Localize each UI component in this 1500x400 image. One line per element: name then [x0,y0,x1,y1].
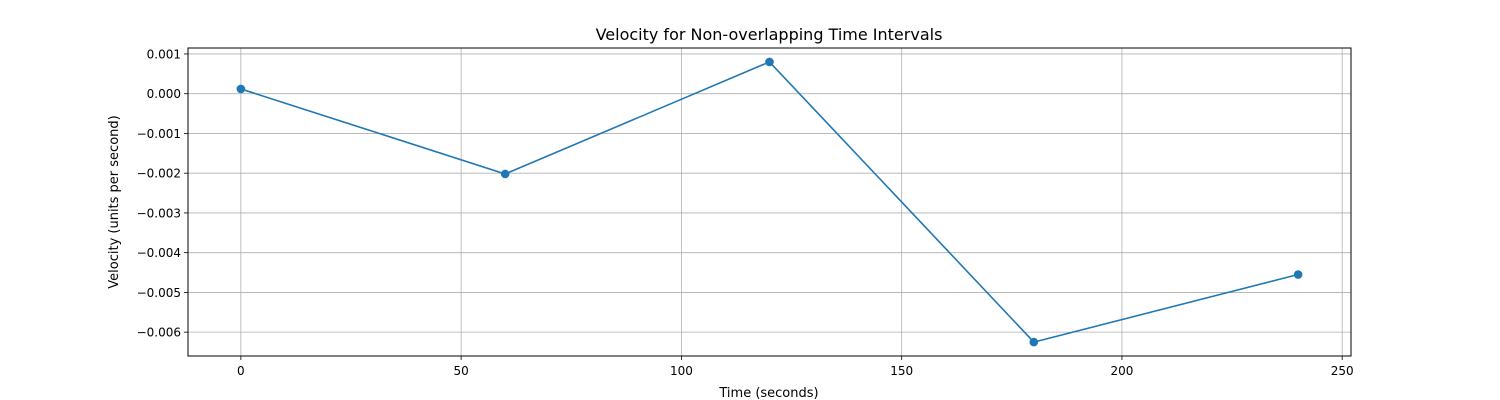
x-tick-label: 0 [237,364,245,378]
data-point [500,169,510,179]
y-tick-label: 0.001 [147,47,181,61]
y-axis-label: Velocity (units per second) [107,115,122,288]
data-point [765,57,774,67]
data-point [1293,270,1303,279]
series-layer [236,57,1303,347]
plot-frame [187,47,1352,357]
data-point [1029,337,1039,347]
ticks: 0 50 100 150 200 250 0.001 0.000 −0.001 −0.002 −0.… [137,47,1354,378]
y-tick-label: −0.002 [137,167,181,181]
series-line [240,60,1299,343]
x-tick-label: 200 [1110,364,1133,378]
y-tick-label: −0.003 [137,206,181,220]
x-tick-label: 150 [890,364,913,378]
y-tick-label: −0.004 [137,246,181,260]
y-tick-label: −0.001 [137,127,181,141]
y-tick-label: −0.006 [137,326,181,340]
x-tick-label: 50 [453,364,468,378]
x-axis-label: Time (seconds) [718,386,818,400]
data-point [236,84,246,94]
x-tick-label: 100 [670,364,693,378]
grid [188,48,1351,356]
chart-title: Velocity for Non-overlapping Time Interv… [596,25,943,44]
y-tick-label: 0.000 [147,87,181,101]
y-tick-label: −0.005 [137,286,181,300]
x-tick-label: 250 [1331,364,1354,378]
